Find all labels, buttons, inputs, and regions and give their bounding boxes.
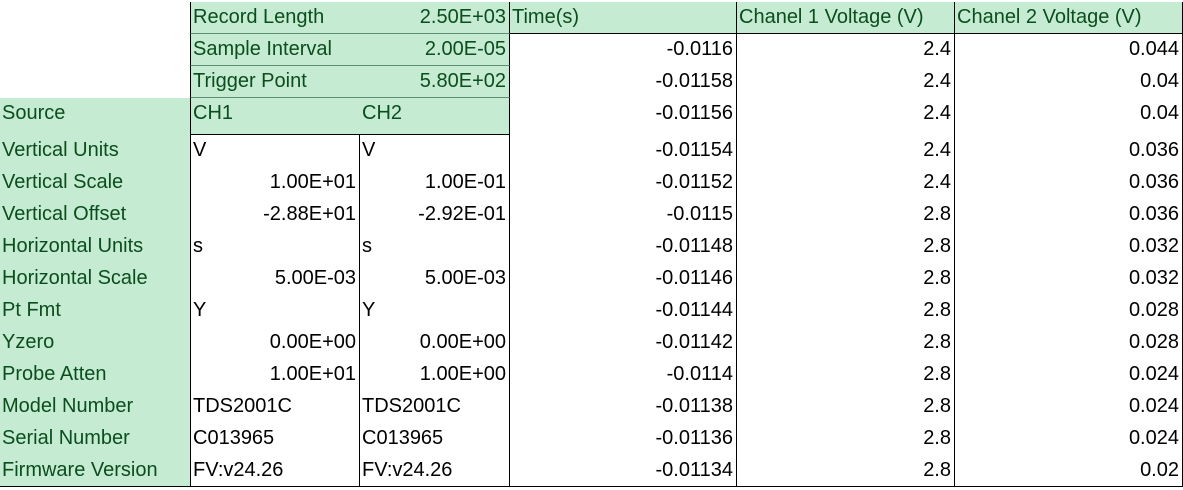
source-ch1-cell[interactable]: CH1	[190, 98, 360, 135]
ch1-value-cell[interactable]: 5.00E-03	[190, 263, 360, 295]
empty-cell[interactable]	[0, 2, 190, 34]
ch1-voltage-cell[interactable]: 2.4	[737, 98, 955, 135]
ch1-voltage-cell[interactable]: 2.4	[737, 135, 955, 167]
ch1-value-cell[interactable]: s	[190, 231, 360, 263]
ch2-value-cell[interactable]: s	[360, 231, 510, 263]
info-value-cell[interactable]: 2.00E-05	[360, 34, 510, 66]
ch2-value-cell[interactable]: 0.00E+00	[360, 327, 510, 359]
param-label-cell[interactable]: Horizontal Units	[0, 231, 190, 263]
ch2-value-cell[interactable]: 5.00E-03	[360, 263, 510, 295]
ch2-voltage-cell[interactable]: 0.036	[955, 135, 1183, 167]
param-label-cell[interactable]: Yzero	[0, 327, 190, 359]
time-cell[interactable]: -0.0114	[510, 359, 737, 391]
time-cell[interactable]: -0.01156	[510, 98, 737, 135]
param-label-cell[interactable]: Firmware Version	[0, 455, 190, 487]
ch2-voltage-cell[interactable]: 0.024	[955, 391, 1183, 423]
ch2-voltage-cell[interactable]: 0.036	[955, 167, 1183, 199]
ch2-voltage-cell[interactable]: 0.024	[955, 423, 1183, 455]
column-header-cell[interactable]: Chanel 1 Voltage (V)	[737, 2, 955, 34]
empty-cell[interactable]	[0, 66, 190, 98]
ch1-voltage-cell[interactable]: 2.8	[737, 455, 955, 487]
param-label-cell[interactable]: Horizontal Scale	[0, 263, 190, 295]
ch1-value-cell[interactable]: TDS2001C	[190, 391, 360, 423]
param-label-cell[interactable]: Source	[0, 98, 190, 135]
time-cell[interactable]: -0.0115	[510, 199, 737, 231]
ch1-voltage-cell[interactable]: 2.8	[737, 359, 955, 391]
ch1-voltage-cell[interactable]: 2.8	[737, 199, 955, 231]
param-label-cell[interactable]: Model Number	[0, 391, 190, 423]
time-cell[interactable]: -0.01154	[510, 135, 737, 167]
time-cell[interactable]: -0.0116	[510, 34, 737, 66]
info-label-cell[interactable]: Sample Interval	[190, 34, 360, 66]
info-value-cell[interactable]: 2.50E+03	[360, 2, 510, 34]
ch2-voltage-cell[interactable]: 0.02	[955, 455, 1183, 487]
param-label-cell[interactable]: Probe Atten	[0, 359, 190, 391]
time-cell[interactable]: -0.01136	[510, 423, 737, 455]
ch2-voltage-cell[interactable]: 0.032	[955, 263, 1183, 295]
ch1-value-cell[interactable]: Y	[190, 295, 360, 327]
ch1-voltage-cell[interactable]: 2.8	[737, 231, 955, 263]
ch1-voltage-cell[interactable]: 2.8	[737, 423, 955, 455]
ch2-voltage-cell[interactable]: 0.036	[955, 199, 1183, 231]
ch2-value-cell[interactable]: Y	[360, 295, 510, 327]
time-cell[interactable]: -0.01158	[510, 66, 737, 98]
time-cell[interactable]: -0.01152	[510, 167, 737, 199]
ch2-value-cell[interactable]: 1.00E-01	[360, 167, 510, 199]
ch2-voltage-cell[interactable]: 0.028	[955, 327, 1183, 359]
ch2-voltage-cell[interactable]: 0.044	[955, 34, 1183, 66]
param-label-cell[interactable]: Vertical Units	[0, 135, 190, 167]
ch2-value-cell[interactable]: 1.00E+00	[360, 359, 510, 391]
ch1-voltage-cell[interactable]: 2.8	[737, 391, 955, 423]
ch2-voltage-cell[interactable]: 0.028	[955, 295, 1183, 327]
ch1-voltage-cell[interactable]: 2.8	[737, 263, 955, 295]
ch1-value-cell[interactable]: C013965	[190, 423, 360, 455]
ch2-value-cell[interactable]: C013965	[360, 423, 510, 455]
time-cell[interactable]: -0.01148	[510, 231, 737, 263]
ch2-value-cell[interactable]: -2.92E-01	[360, 199, 510, 231]
param-label-cell[interactable]: Pt Fmt	[0, 295, 190, 327]
ch1-value-cell[interactable]: 1.00E+01	[190, 359, 360, 391]
info-label-cell[interactable]: Record Length	[190, 2, 360, 34]
column-header-cell[interactable]: Time(s)	[510, 2, 737, 34]
ch1-voltage-cell[interactable]: 2.8	[737, 327, 955, 359]
ch1-voltage-cell[interactable]: 2.8	[737, 295, 955, 327]
ch2-voltage-cell[interactable]: 0.04	[955, 98, 1183, 135]
empty-cell[interactable]	[0, 34, 190, 66]
source-ch2-cell[interactable]: CH2	[360, 98, 510, 135]
ch2-value-cell[interactable]: TDS2001C	[360, 391, 510, 423]
info-label-cell[interactable]: Trigger Point	[190, 66, 360, 98]
ch2-value-cell[interactable]: V	[360, 135, 510, 167]
ch1-voltage-cell[interactable]: 2.4	[737, 34, 955, 66]
ch1-value-cell[interactable]: 0.00E+00	[190, 327, 360, 359]
param-label-cell[interactable]: Serial Number	[0, 423, 190, 455]
ch2-value-cell[interactable]: FV:v24.26	[360, 455, 510, 487]
ch1-value-cell[interactable]: FV:v24.26	[190, 455, 360, 487]
time-cell[interactable]: -0.01134	[510, 455, 737, 487]
ch2-voltage-cell[interactable]: 0.04	[955, 66, 1183, 98]
time-cell[interactable]: -0.01142	[510, 327, 737, 359]
ch1-value-cell[interactable]: 1.00E+01	[190, 167, 360, 199]
ch1-voltage-cell[interactable]: 2.4	[737, 66, 955, 98]
ch1-value-cell[interactable]: -2.88E+01	[190, 199, 360, 231]
time-cell[interactable]: -0.01146	[510, 263, 737, 295]
param-label-cell[interactable]: Vertical Offset	[0, 199, 190, 231]
ch1-voltage-cell[interactable]: 2.4	[737, 167, 955, 199]
ch2-voltage-cell[interactable]: 0.024	[955, 359, 1183, 391]
time-cell[interactable]: -0.01138	[510, 391, 737, 423]
ch2-voltage-cell[interactable]: 0.032	[955, 231, 1183, 263]
param-label-cell[interactable]: Vertical Scale	[0, 167, 190, 199]
info-value-cell[interactable]: 5.80E+02	[360, 66, 510, 98]
ch1-value-cell[interactable]: V	[190, 135, 360, 167]
time-cell[interactable]: -0.01144	[510, 295, 737, 327]
column-header-cell[interactable]: Chanel 2 Voltage (V)	[955, 2, 1183, 34]
